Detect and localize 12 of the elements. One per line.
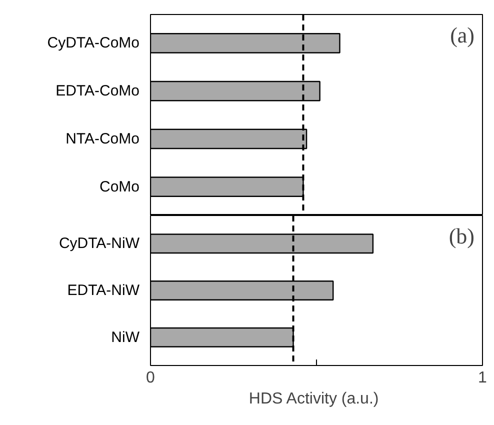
y-tick-label: EDTA-CoMo (56, 82, 140, 100)
y-tick-label: NiW (111, 328, 140, 346)
y-tick-label: EDTA-NiW (67, 282, 140, 299)
x-tick-label: 1 (478, 370, 488, 386)
annotation: (a) (450, 22, 475, 48)
y-tick-label: CyDTA-NiW (58, 235, 140, 252)
y-tick-label: NTA-CoMo (66, 130, 140, 148)
y-tick-label: CoMo (99, 178, 140, 196)
x-tick-label: 0 (146, 370, 156, 386)
annotation: (b) (448, 224, 475, 248)
y-tick-label: CyDTA-CoMo (47, 34, 140, 52)
x-axis-title: HDS Activity (a.u.) (248, 390, 379, 408)
